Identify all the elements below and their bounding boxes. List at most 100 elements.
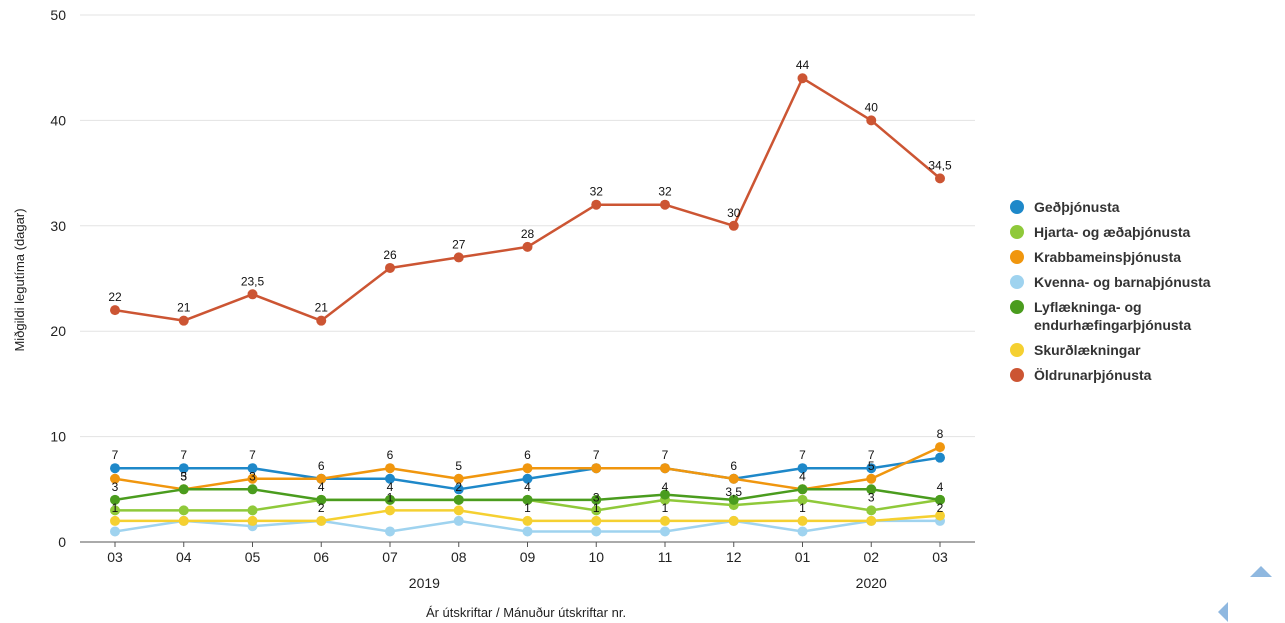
data-point[interactable] <box>935 442 945 453</box>
data-point[interactable] <box>935 452 945 463</box>
data-point[interactable] <box>316 473 327 484</box>
data-point[interactable] <box>522 526 533 537</box>
data-point[interactable] <box>522 473 533 484</box>
data-point[interactable] <box>385 262 395 273</box>
data-point[interactable] <box>660 463 670 474</box>
data-point[interactable] <box>866 463 877 474</box>
data-label: 30 <box>727 206 741 220</box>
data-point[interactable] <box>797 73 808 84</box>
legend-item-gedthjonusta[interactable]: Geðþjónusta <box>1010 198 1280 216</box>
data-point[interactable] <box>110 505 120 516</box>
data-point[interactable] <box>316 315 327 326</box>
data-point[interactable] <box>316 515 327 526</box>
legend-item-oldrun[interactable]: Öldrunarþjónusta <box>1010 366 1280 384</box>
data-label: 3 <box>249 469 256 483</box>
data-point[interactable] <box>247 289 258 300</box>
data-point[interactable] <box>866 515 877 526</box>
data-point[interactable] <box>385 473 395 484</box>
data-point[interactable] <box>385 463 395 474</box>
data-point[interactable] <box>385 505 395 516</box>
data-point[interactable] <box>797 484 808 495</box>
data-point[interactable] <box>178 315 189 326</box>
data-point[interactable] <box>660 489 670 500</box>
data-point[interactable] <box>110 473 120 484</box>
x-axis-ticks: 03 04 05 06 07 08 09 10 11 12 01 02 03 2019 2020 <box>107 542 948 591</box>
data-point[interactable] <box>660 515 670 526</box>
data-point[interactable] <box>247 515 258 526</box>
data-point[interactable] <box>247 484 258 495</box>
data-point[interactable] <box>866 505 877 516</box>
data-point[interactable] <box>591 494 602 505</box>
legend-label: Kvenna- og barnaþjónusta <box>1034 274 1211 290</box>
data-point[interactable] <box>797 526 808 537</box>
data-point[interactable] <box>178 484 189 495</box>
data-point[interactable] <box>522 515 533 526</box>
data-point[interactable] <box>935 173 945 184</box>
legend-item-skurdlaekningar[interactable]: Skurðlækningar <box>1010 341 1280 359</box>
data-label: 1 <box>799 501 806 515</box>
data-point[interactable] <box>453 505 464 516</box>
triangle-up-icon[interactable] <box>1250 566 1272 577</box>
data-point[interactable] <box>522 463 533 474</box>
x-tick-label: 10 <box>588 549 604 565</box>
data-point[interactable] <box>178 505 189 516</box>
legend-marker-icon <box>1010 250 1024 264</box>
data-point[interactable] <box>591 515 602 526</box>
data-point[interactable] <box>178 515 189 526</box>
data-label: 3 <box>112 480 119 494</box>
data-point[interactable] <box>453 484 464 495</box>
data-point[interactable] <box>935 494 945 505</box>
data-point[interactable] <box>797 463 808 474</box>
data-point[interactable] <box>522 494 533 505</box>
data-point[interactable] <box>453 515 464 526</box>
data-point[interactable] <box>728 473 739 484</box>
legend-label: Hjarta- og æðaþjónusta <box>1034 224 1191 240</box>
legend-item-kvenna[interactable]: Kvenna- og barnaþjónusta <box>1010 273 1280 291</box>
legend-item-krabbamein[interactable]: Krabbameinsþjónusta <box>1010 248 1280 266</box>
y-tick-label: 40 <box>50 112 66 128</box>
data-point[interactable] <box>797 494 808 505</box>
data-label: 5 <box>455 459 462 473</box>
data-label: 21 <box>315 301 329 315</box>
legend-item-lyflaekninga[interactable]: Lyflækninga- og endurhæfingarþjónusta <box>1010 298 1280 334</box>
data-point[interactable] <box>866 115 877 126</box>
data-point[interactable] <box>866 484 877 495</box>
data-point[interactable] <box>866 473 877 484</box>
data-point[interactable] <box>110 494 120 505</box>
data-label: 32 <box>590 185 604 199</box>
data-point[interactable] <box>591 505 602 516</box>
data-label: 4 <box>387 480 394 494</box>
data-label: 5 <box>180 469 187 483</box>
legend-item-hjarta[interactable]: Hjarta- og æðaþjónusta <box>1010 223 1280 241</box>
data-point[interactable] <box>247 473 258 484</box>
data-point[interactable] <box>591 199 602 210</box>
data-label: 44 <box>796 58 810 72</box>
data-point[interactable] <box>591 463 602 474</box>
data-label: 3 <box>593 490 600 504</box>
data-point[interactable] <box>935 510 945 521</box>
data-point[interactable] <box>660 199 670 210</box>
data-point[interactable] <box>247 505 258 516</box>
data-point[interactable] <box>660 526 670 537</box>
triangle-left-icon[interactable] <box>1218 602 1228 622</box>
data-point[interactable] <box>385 494 395 505</box>
data-point[interactable] <box>591 526 602 537</box>
data-point[interactable] <box>728 494 739 505</box>
data-point[interactable] <box>453 494 464 505</box>
data-point[interactable] <box>797 515 808 526</box>
data-point[interactable] <box>110 463 120 474</box>
data-point[interactable] <box>110 526 120 537</box>
data-point[interactable] <box>247 463 258 474</box>
legend-label: Lyflækninga- og endurhæfingarþjónusta <box>1034 299 1192 333</box>
data-point[interactable] <box>316 494 327 505</box>
data-point[interactable] <box>385 526 395 537</box>
data-point[interactable] <box>453 473 464 484</box>
data-point[interactable] <box>728 515 739 526</box>
data-point[interactable] <box>453 252 464 263</box>
data-point[interactable] <box>110 515 120 526</box>
data-point[interactable] <box>728 220 739 231</box>
data-point[interactable] <box>110 305 120 316</box>
data-label: 2 <box>455 480 462 494</box>
data-point[interactable] <box>178 463 189 474</box>
data-point[interactable] <box>522 241 533 252</box>
